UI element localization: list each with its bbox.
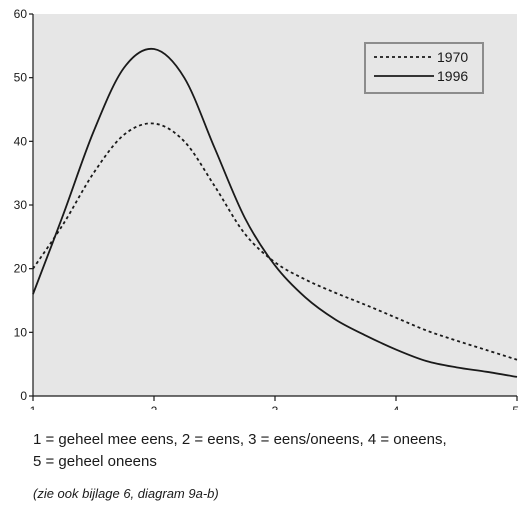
axes: 0 10 20 30 40 50 60 1 2 3 4 5 xyxy=(14,7,519,410)
x-tick-label: 4 xyxy=(393,404,400,410)
legend-label-1996: 1996 xyxy=(437,68,468,84)
legend: 1970 1996 xyxy=(364,42,484,94)
y-tick-label: 0 xyxy=(20,389,27,403)
y-tick-label: 20 xyxy=(14,262,28,276)
category-caption-line-2: 5 = geheel oneens xyxy=(33,453,157,470)
plot-area xyxy=(33,14,517,396)
x-tick-label: 2 xyxy=(151,404,158,410)
category-caption-line-1: 1 = geheel mee eens, 2 = eens, 3 = eens/… xyxy=(33,431,447,448)
legend-label-1970: 1970 xyxy=(437,49,468,65)
x-tick-label: 3 xyxy=(272,404,279,410)
legend-box xyxy=(364,42,484,94)
y-tick-label: 60 xyxy=(14,7,28,21)
y-tick-label: 30 xyxy=(14,198,28,212)
line-chart: 0 10 20 30 40 50 60 1 2 3 4 5 1970 1996 xyxy=(14,7,519,410)
y-tick-label: 40 xyxy=(14,134,28,148)
y-tick-label: 10 xyxy=(14,325,28,339)
series-line-1996 xyxy=(32,47,518,378)
series-layer xyxy=(32,47,518,378)
reference-note: (zie ook bijlage 6, diagram 9a-b) xyxy=(33,486,219,501)
x-tick-label: 5 xyxy=(512,404,519,410)
x-tick-label: 1 xyxy=(30,404,37,410)
series-line-1970 xyxy=(32,122,518,361)
y-tick-label: 50 xyxy=(14,71,28,85)
